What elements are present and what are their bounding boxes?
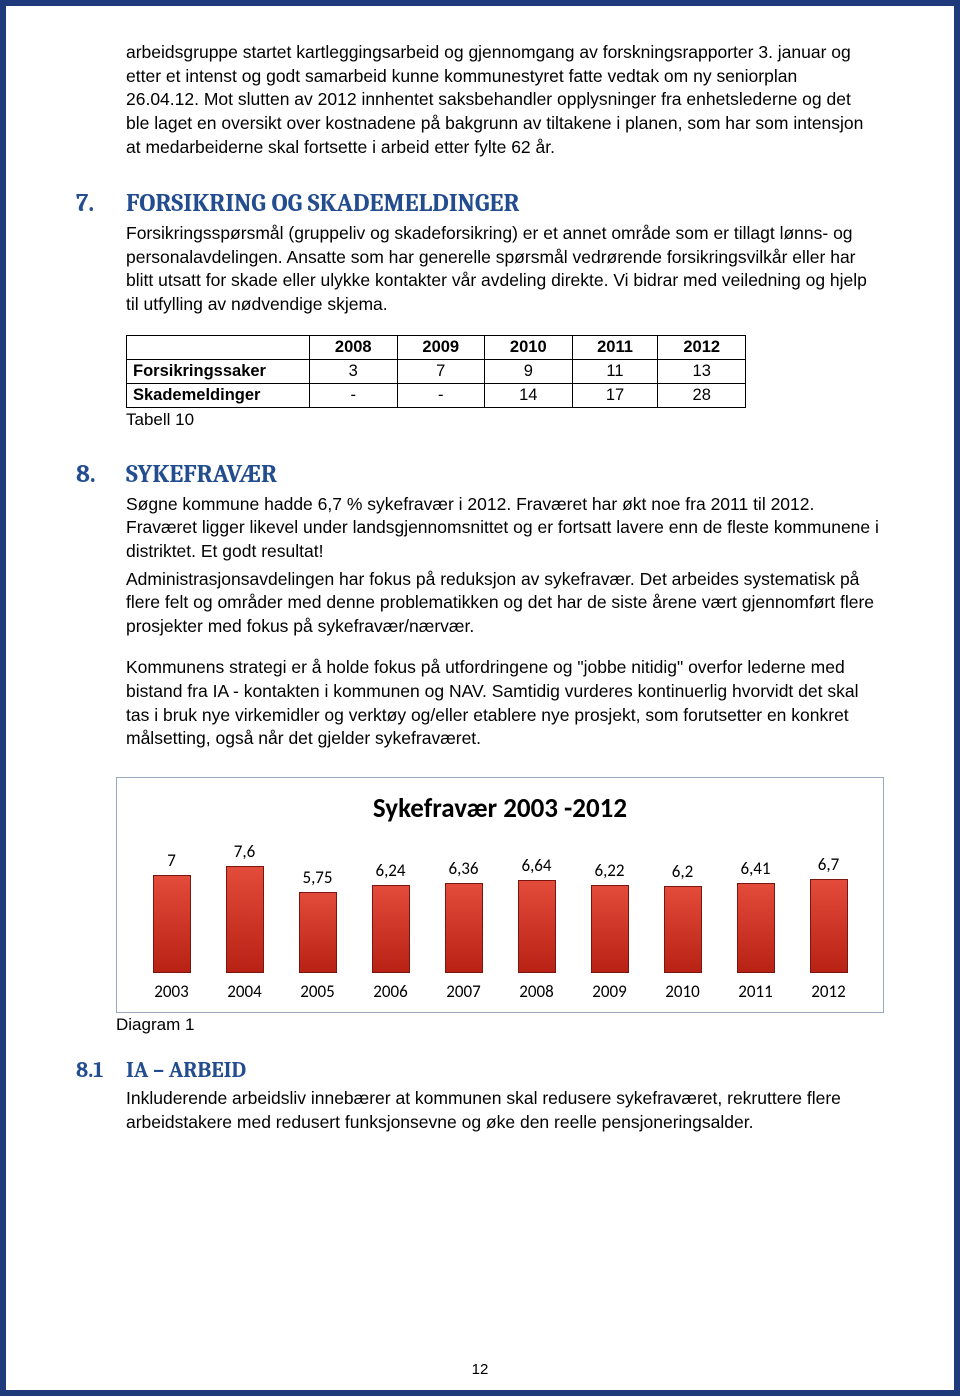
bar-value-label: 6,7 (818, 854, 839, 875)
bar-value-label: 7 (167, 850, 176, 871)
section-8-para: Administrasjonsavdelingen har fokus på r… (126, 568, 884, 639)
bar-column: 6,64 (504, 855, 570, 973)
section-7-number: 7. (76, 189, 126, 218)
table-cell: - (310, 383, 398, 407)
section-8-para: Kommunens strategi er å holde fokus på u… (126, 656, 884, 751)
table-cell: 13 (658, 359, 746, 383)
bar (299, 892, 337, 973)
chart-caption: Diagram 1 (116, 1015, 884, 1035)
x-axis-label: 2003 (139, 981, 205, 1002)
bar (518, 880, 556, 973)
x-axis-label: 2010 (650, 981, 716, 1002)
bar (591, 885, 629, 973)
x-axis-label: 2006 (358, 981, 424, 1002)
section-8-1-number: 8.1 (76, 1057, 126, 1083)
chart-title: Sykefravær 2003 -2012 (135, 792, 865, 825)
chart-bars: 7 7,6 5,75 6,24 6,36 6,64 6,22 6,2 6,41 6,7 (135, 843, 865, 973)
bar-column: 7 (139, 850, 205, 973)
bar-value-label: 6,22 (594, 860, 624, 881)
bar-column: 5,75 (285, 867, 351, 973)
bar-column: 6,24 (358, 860, 424, 973)
x-axis-label: 2012 (796, 981, 862, 1002)
bar-value-label: 6,64 (521, 855, 551, 876)
table-row: Forsikringssaker 3 7 9 11 13 (127, 359, 746, 383)
bar (372, 885, 410, 973)
bar (664, 886, 702, 973)
x-axis-label: 2007 (431, 981, 497, 1002)
table-cell: 7 (397, 359, 485, 383)
table-corner-cell (127, 335, 310, 359)
bar-column: 6,22 (577, 860, 643, 973)
bar (445, 883, 483, 972)
table-row-label: Skademeldinger (127, 383, 310, 407)
bar-value-label: 6,24 (375, 860, 405, 881)
bar (226, 866, 264, 973)
table-col-header: 2012 (658, 335, 746, 359)
table-cell: 14 (485, 383, 573, 407)
bar-value-label: 6,41 (740, 858, 770, 879)
section-8-number: 8. (76, 460, 126, 489)
table-col-header: 2009 (397, 335, 485, 359)
table-col-header: 2011 (572, 335, 658, 359)
table-cell: 3 (310, 359, 398, 383)
table-header-row: 2008 2009 2010 2011 2012 (127, 335, 746, 359)
table-row-label: Forsikringssaker (127, 359, 310, 383)
table-forsikring: 2008 2009 2010 2011 2012 Forsikringssake… (126, 335, 746, 408)
section-7-body: Forsikringsspørsmål (gruppeliv og skadef… (126, 222, 884, 317)
table-caption: Tabell 10 (126, 410, 884, 430)
section-8-para: Søgne kommune hadde 6,7 % sykefravær i 2… (126, 493, 884, 564)
x-axis-label: 2009 (577, 981, 643, 1002)
table-cell: - (397, 383, 485, 407)
bar-column: 7,6 (212, 841, 278, 973)
chart-x-axis: 2003 2004 2005 2006 2007 2008 2009 2010 2011 2012 (135, 981, 865, 1002)
table-cell: 9 (485, 359, 573, 383)
bar-value-label: 5,75 (302, 867, 332, 888)
bar-column: 6,41 (723, 858, 789, 973)
x-axis-label: 2008 (504, 981, 570, 1002)
section-7-title: FORSIKRING OG SKADEMELDINGER (126, 189, 884, 218)
page-number: 12 (0, 1361, 960, 1378)
table-col-header: 2010 (485, 335, 573, 359)
table-cell: 28 (658, 383, 746, 407)
section-8-1-header: 8.1 IA – ARBEID Inkluderende arbeidsliv … (76, 1057, 884, 1138)
bar-column: 6,7 (796, 854, 862, 973)
bar-column: 6,36 (431, 858, 497, 972)
bar-value-label: 6,2 (672, 861, 693, 882)
intro-block: arbeidsgruppe startet kartleggingsarbeid… (76, 41, 884, 159)
page-frame: arbeidsgruppe startet kartleggingsarbeid… (0, 0, 960, 1396)
bar (153, 875, 191, 973)
section-8-1-title: IA – ARBEID (126, 1057, 884, 1083)
section-8-title: SYKEFRAVÆR (126, 460, 884, 489)
bar-value-label: 7,6 (234, 841, 255, 862)
section-8-1-body: Inkluderende arbeidsliv innebærer at kom… (126, 1087, 884, 1134)
bar (737, 883, 775, 973)
bar (810, 879, 848, 973)
table-cell: 11 (572, 359, 658, 383)
section-8-header: 8. SYKEFRAVÆR Søgne kommune hadde 6,7 % … (76, 460, 884, 755)
chart-sykefravaer: Sykefravær 2003 -2012 7 7,6 5,75 6,24 6,36 6,… (116, 777, 884, 1013)
table-cell: 17 (572, 383, 658, 407)
section-7-header: 7. FORSIKRING OG SKADEMELDINGER Forsikri… (76, 189, 884, 430)
bar-value-label: 6,36 (448, 858, 478, 879)
intro-paragraph: arbeidsgruppe startet kartleggingsarbeid… (126, 41, 874, 159)
bar-column: 6,2 (650, 861, 716, 973)
x-axis-label: 2011 (723, 981, 789, 1002)
x-axis-label: 2004 (212, 981, 278, 1002)
table-col-header: 2008 (310, 335, 398, 359)
x-axis-label: 2005 (285, 981, 351, 1002)
table-row: Skademeldinger - - 14 17 28 (127, 383, 746, 407)
